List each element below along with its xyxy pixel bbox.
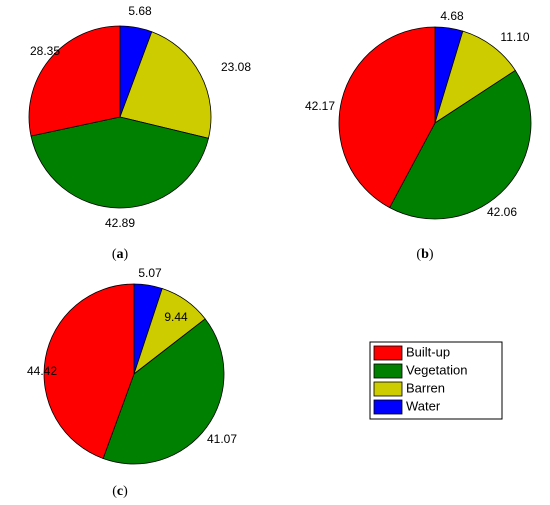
- pie-c-slice-vegetation: [102, 318, 225, 465]
- pie-chart-c: 5.07 9.44 41.07 44.42: [27, 266, 237, 465]
- legend-label-vegetation: Vegetation: [406, 362, 467, 377]
- pie-b-slice-vegetation: [389, 69, 532, 220]
- legend-label-builtup: Built-up: [406, 344, 450, 359]
- pie-a-value-label: 23.08: [221, 60, 251, 74]
- pie-c-slice-builtup: [43, 283, 135, 460]
- legend-label-barren: Barren: [406, 380, 445, 395]
- pie-b-value-label: 4.68: [440, 9, 464, 23]
- pie-a-value-label: 42.89: [105, 216, 135, 230]
- caption-b: (b): [416, 247, 433, 262]
- legend-label-water: Water: [406, 398, 441, 413]
- pie-chart-a: 5.68 23.08 42.89 28.35: [28, 4, 251, 230]
- caption-c: (c): [112, 484, 128, 499]
- pie-b-value-label: 42.17: [305, 99, 335, 113]
- legend-swatch-barren: [373, 381, 403, 397]
- legend-swatch-builtup: [373, 345, 403, 361]
- pie-chart-b: 4.68 11.10 42.06 42.17: [305, 9, 532, 220]
- pie-a-slice-builtup: [28, 25, 121, 137]
- legend: Built-up Vegetation Barren Water: [369, 341, 503, 420]
- pie-b-value-label: 42.06: [487, 205, 517, 219]
- pie-a-value-label: 5.68: [128, 4, 152, 18]
- legend-swatch-vegetation: [373, 363, 403, 379]
- pie-c-value-label: 9.44: [164, 310, 188, 324]
- pie-b-slice-builtup: [338, 26, 436, 209]
- caption-a: (a): [112, 247, 129, 262]
- pie-b-value-label: 11.10: [500, 30, 529, 44]
- pie-a-slice-vegetation: [30, 116, 209, 209]
- pie-c-value-label: 41.07: [207, 432, 237, 446]
- pie-c-value-label: 5.07: [138, 266, 162, 280]
- pie-a-value-label: 28.35: [30, 44, 60, 58]
- pie-b-slice-barren: [434, 30, 516, 124]
- pie-a-slice-barren: [119, 31, 212, 139]
- legend-swatch-water: [373, 399, 403, 415]
- pie-c-value-label: 44.42: [27, 364, 57, 378]
